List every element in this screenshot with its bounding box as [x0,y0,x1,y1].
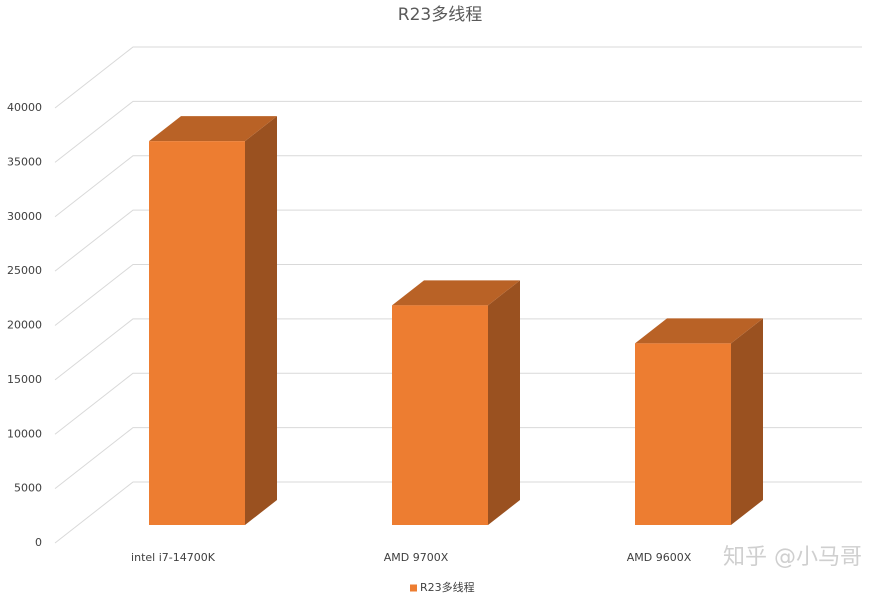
grid-line [54,318,862,381]
grid-line [54,100,862,163]
bar-side [488,280,520,525]
x-tick-label: intel i7-14700K [131,551,216,564]
y-tick-label: 25000 [7,264,42,277]
y-tick-label: 15000 [7,373,42,386]
watermark: 知乎 @小马哥 [723,545,862,570]
y-tick-label: 30000 [7,210,42,223]
grid-line [54,264,862,326]
bar-side [731,318,763,525]
legend-swatch [410,584,417,592]
y-tick-label: 40000 [7,101,42,114]
grid-line [54,372,862,435]
y-tick-label: 5000 [14,482,42,495]
bar-side [245,116,277,526]
grid-line [54,427,862,490]
grid-line [54,46,862,109]
chart-title: R23多线程 [398,5,482,25]
bar [149,141,245,526]
x-tick-label: AMD 9600X [627,551,692,564]
grid-line [54,155,862,218]
y-tick-label: 10000 [7,427,42,440]
grid-line [54,209,862,272]
legend-label: R23多线程 [420,580,475,594]
bar-top [149,116,277,142]
grid-line [54,481,862,544]
bar [392,305,488,525]
x-tick-label: AMD 9700X [384,551,449,564]
bar-top [635,318,763,344]
bar-top [392,280,520,306]
y-tick-label: 0 [35,536,42,549]
bar [635,343,731,525]
y-tick-label: 35000 [7,155,42,168]
y-tick-label: 20000 [7,319,42,332]
